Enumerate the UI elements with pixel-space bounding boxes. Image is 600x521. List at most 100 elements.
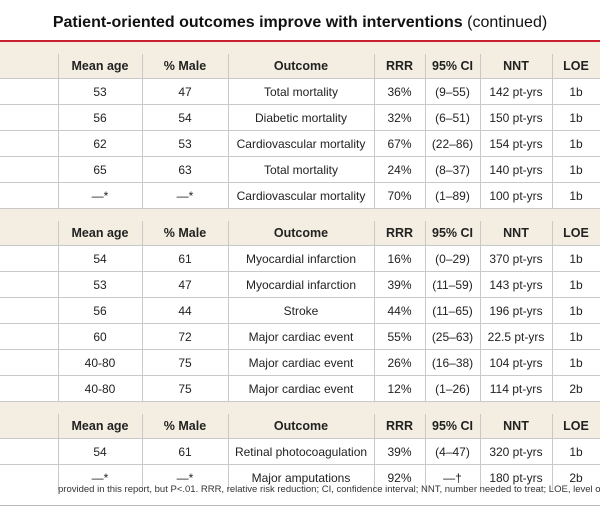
table-row: 56 44 Stroke 44% (11–65) 196 pt-yrs 1b [0,297,600,324]
blank-cell [0,438,59,465]
cell-nnt: 104 pt-yrs [480,349,553,376]
cell-loe: 1b [552,438,600,465]
cell-rrr: 32% [374,104,426,131]
cell-mean-age: 40-80 [58,375,143,402]
cell-nnt: 140 pt-yrs [480,156,553,183]
cell-ci: (22–86) [425,130,481,157]
cell-ci: (4–47) [425,438,481,465]
header-row: Mean age% Male Outcome RRR 95% CI NNT LOE [0,54,600,79]
table-row: 40-80 75 Major cardiac event 26% (16–38) 104 … [0,349,600,376]
cell-ci: (1–89) [425,182,481,209]
blank-cell [0,297,59,324]
blank-cell [0,464,59,490]
blank-cell [0,375,59,402]
column-header-nnt: NNT [480,221,553,246]
column-header-outcome: Outcome [228,54,375,79]
cell-pct-male: 63 [142,156,229,183]
cell-pct-male: 75 [142,375,229,402]
cell-mean-age: 56 [58,104,143,131]
blank-cell [0,78,59,105]
cell-rrr: 70% [374,182,426,209]
table-row: —* —* Major amputations 92% —† 180 pt-yrs 2b [0,464,600,490]
cell-ci: —† [425,464,481,490]
table-row: 40-80 75 Major cardiac event 12% (1–26) 114 p… [0,375,600,402]
cell-nnt: 320 pt-yrs [480,438,553,465]
cell-outcome: Myocardial infarction [228,271,375,298]
cell-outcome: Cardiovascular mortality [228,130,375,157]
cell-loe: 1b [552,78,600,105]
cell-ci: (8–37) [425,156,481,183]
cell-pct-male: —* [142,464,229,490]
column-header-outcome: Outcome [228,221,375,246]
footnote: provided in this report, but P<.01. RRR,… [58,484,600,495]
cell-outcome: Diabetic mortality [228,104,375,131]
blank-cell [0,130,59,157]
cell-mean-age: —* [58,464,143,490]
cell-outcome: Cardiovascular mortality [228,182,375,209]
cell-mean-age: 54 [58,245,143,272]
cell-loe: 1b [552,323,600,350]
cell-nnt: 100 pt-yrs [480,182,553,209]
cell-rrr: 36% [374,78,426,105]
group-spacer [0,401,600,414]
blank-cell [0,245,59,272]
cell-loe: 2b [552,375,600,402]
cell-outcome: Major cardiac event [228,375,375,402]
cell-nnt: 143 pt-yrs [480,271,553,298]
cell-outcome: Retinal photocoagulation [228,438,375,465]
cell-mean-age: 53 [58,78,143,105]
blank-cell [0,156,59,183]
column-header-nnt: NNT [480,414,553,439]
table-row: 65 63 Total mortality 24% (8–37) 140 pt-yrs 1b [0,156,600,183]
column-header-outcome: Outcome [228,414,375,439]
cell-outcome: Major cardiac event [228,349,375,376]
cell-ci: (6–51) [425,104,481,131]
cell-mean-age: 62 [58,130,143,157]
column-header-loe: LOE [552,221,600,246]
cell-loe: 1b [552,156,600,183]
header-row: Mean age% Male Outcome RRR 95% CI NNT LOE [0,414,600,439]
cell-nnt: 22.5 pt-yrs [480,323,553,350]
cell-rrr: 44% [374,297,426,324]
cell-outcome: Major cardiac event [228,323,375,350]
table-row: 54 61 Retinal photocoagulation 39% (4–47) 320… [0,438,600,465]
cell-pct-male: 47 [142,78,229,105]
cell-rrr: 26% [374,349,426,376]
table-row: 54 61 Myocardial infarction 16% (0–29) 370 pt… [0,245,600,272]
cell-nnt: 196 pt-yrs [480,297,553,324]
cell-pct-male: 53 [142,130,229,157]
cell-mean-age: 40-80 [58,349,143,376]
column-header-pct-male: % Male [142,414,229,439]
cell-rrr: 16% [374,245,426,272]
blank-cell [0,349,59,376]
cell-loe: 1b [552,297,600,324]
cell-pct-male: 54 [142,104,229,131]
column-header-loe: LOE [552,414,600,439]
title-suffix: (continued) [462,14,548,31]
table-row: 53 47 Total mortality 36% (9–55) 142 pt-yrs 1b [0,78,600,105]
cell-loe: 1b [552,349,600,376]
column-header-rrr: RRR [374,414,426,439]
column-header-loe: LOE [552,54,600,79]
blank-cell [0,104,59,131]
cell-mean-age: —* [58,182,143,209]
cell-mean-age: 54 [58,438,143,465]
blank-cell [0,323,59,350]
cell-outcome: Total mortality [228,78,375,105]
cell-nnt: 154 pt-yrs [480,130,553,157]
column-header-mean-age: Mean age [58,221,143,246]
cell-ci: (16–38) [425,349,481,376]
cell-nnt: 142 pt-yrs [480,78,553,105]
column-header-rrr: RRR [374,54,426,79]
group-spacer [0,42,600,54]
cell-ci: (11–65) [425,297,481,324]
table-row: 62 53 Cardiovascular mortality 67% (22–86) 15… [0,130,600,157]
title-rule [0,40,600,42]
blank-cell [0,54,59,79]
cell-outcome: Total mortality [228,156,375,183]
cell-loe: 1b [552,104,600,131]
title-main: Patient-oriented outcomes improve with i… [52,14,463,31]
blank-cell [0,414,59,439]
cell-pct-male: —* [142,182,229,209]
